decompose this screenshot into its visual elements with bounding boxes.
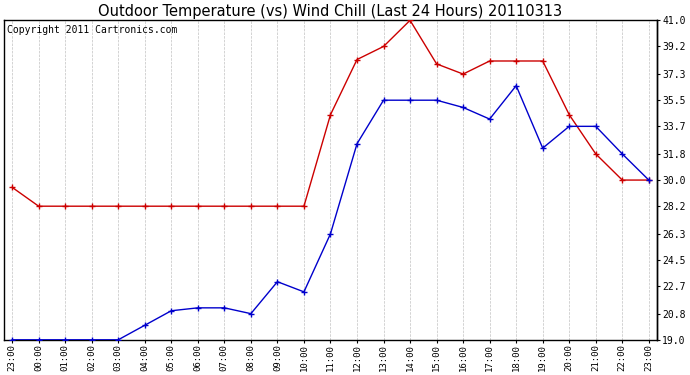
Title: Outdoor Temperature (vs) Wind Chill (Last 24 Hours) 20110313: Outdoor Temperature (vs) Wind Chill (Las… — [99, 4, 562, 19]
Text: Copyright 2011 Cartronics.com: Copyright 2011 Cartronics.com — [8, 25, 178, 35]
